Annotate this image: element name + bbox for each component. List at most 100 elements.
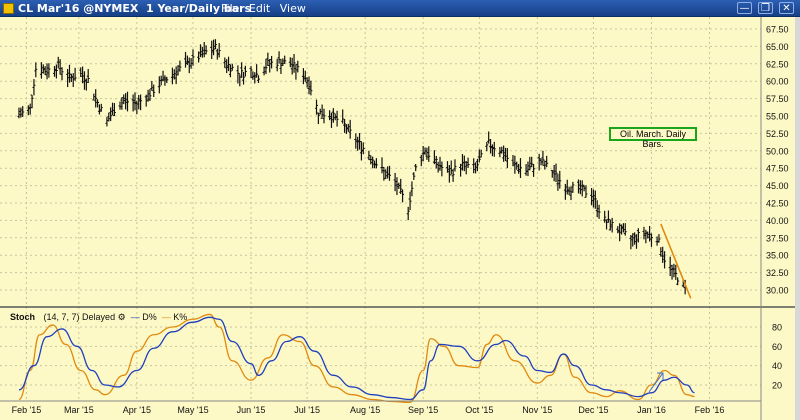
date-tick-label: Feb '15 — [12, 405, 42, 415]
price-bar — [292, 53, 296, 73]
price-bar — [408, 191, 412, 211]
price-bar — [528, 156, 532, 171]
price-bar — [71, 73, 75, 87]
price-bar — [380, 157, 384, 174]
price-bar — [82, 71, 86, 90]
price-bar — [243, 65, 247, 77]
stoch-legend[interactable]: Stoch (14, 7, 7) Delayed ⚙ — D% — K% — [10, 312, 187, 323]
price-bar — [421, 145, 425, 162]
trendline-segment[interactable] — [660, 223, 692, 299]
price-bar — [279, 59, 283, 74]
minimize-button[interactable]: — — [737, 2, 752, 14]
price-bar — [545, 155, 549, 168]
price-bar — [462, 155, 466, 172]
price-bar — [124, 93, 128, 110]
price-bar — [576, 179, 580, 194]
price-bar — [137, 95, 141, 110]
menu-edit[interactable]: Edit — [248, 2, 271, 15]
price-bar — [204, 45, 208, 55]
price-bar — [69, 73, 73, 82]
date-tick-label: Jan '16 — [637, 405, 666, 415]
price-bar — [359, 141, 363, 161]
legend-k-swatch: — — [161, 312, 171, 322]
legend-d-swatch: — — [130, 312, 140, 322]
price-tick-label: 40.00 — [766, 216, 789, 226]
price-bar — [47, 63, 51, 78]
price-bar — [21, 106, 25, 117]
stoch-d-line — [18, 316, 695, 401]
price-bar — [646, 231, 650, 239]
grid-lines — [0, 17, 761, 401]
price-bar — [425, 147, 429, 160]
price-bar — [172, 69, 176, 80]
price-bar — [54, 64, 58, 79]
price-bar — [500, 146, 504, 154]
price-bar — [603, 210, 607, 223]
price-bar — [107, 112, 111, 122]
price-bar — [526, 161, 530, 177]
price-bar — [593, 190, 597, 209]
price-bar — [329, 112, 333, 128]
chart-area[interactable]: 67.50 65.00 62.50 60.00 57.50 55.00 52.50 50.00… — [0, 17, 795, 420]
right-scrollbar[interactable] — [795, 17, 800, 420]
price-bar — [466, 157, 470, 169]
gear-icon[interactable]: ⚙ — [117, 312, 126, 322]
price-bar — [56, 56, 60, 69]
price-bar — [315, 99, 319, 115]
annotation-label[interactable]: Oil. March. Daily Bars. — [609, 127, 697, 149]
date-tick-label: Jun '15 — [237, 405, 266, 415]
price-bar — [30, 94, 34, 109]
price-bar — [541, 150, 545, 166]
price-bar — [341, 109, 345, 124]
price-tick-label: 67.50 — [766, 25, 789, 35]
price-bar — [256, 75, 260, 84]
price-bar — [474, 162, 478, 174]
price-bar — [318, 108, 322, 115]
price-bar — [395, 177, 399, 195]
stoch-tick-label: 40 — [772, 361, 782, 371]
price-bar — [157, 76, 161, 94]
price-bar — [268, 59, 272, 73]
price-bar — [608, 219, 612, 231]
arrow-up-icon — [648, 372, 664, 393]
price-bar — [569, 186, 573, 201]
price-bar — [438, 156, 442, 171]
close-button[interactable]: ✕ — [779, 2, 794, 14]
date-tick-label: Nov '15 — [522, 405, 552, 415]
price-bar — [475, 158, 479, 172]
price-bar — [197, 51, 201, 63]
price-bar — [249, 66, 253, 78]
date-tick-label: Dec '15 — [578, 405, 608, 415]
price-bar — [354, 133, 358, 149]
menu-file[interactable]: File — [221, 2, 240, 15]
price-bar — [539, 158, 543, 166]
price-bar — [32, 79, 36, 96]
price-bar — [374, 158, 378, 169]
price-bar — [642, 226, 646, 240]
price-bar — [668, 256, 672, 277]
price-tick-label: 65.00 — [766, 42, 789, 52]
date-tick-label: Mar '15 — [64, 405, 94, 415]
price-bar — [305, 77, 309, 88]
price-bar — [230, 63, 234, 71]
price-bar — [620, 224, 624, 235]
price-tick-label: 32.50 — [766, 268, 789, 278]
price-tick-label: 45.00 — [766, 181, 789, 191]
price-bar — [165, 76, 169, 84]
price-bar — [281, 58, 285, 67]
price-bar — [296, 60, 300, 73]
price-bar — [563, 183, 567, 200]
price-bar — [144, 94, 148, 107]
price-bar — [485, 141, 489, 152]
stoch-tick-label: 20 — [772, 381, 782, 391]
restore-button[interactable]: ❐ — [758, 2, 773, 14]
price-bar — [449, 160, 453, 175]
date-tick-label: Apr '15 — [123, 405, 151, 415]
price-bar — [447, 165, 451, 183]
price-bar — [79, 67, 83, 77]
price-bar — [109, 107, 113, 122]
price-bar — [571, 181, 575, 193]
menu-view[interactable]: View — [279, 2, 306, 15]
price-bar — [238, 73, 242, 87]
stoch-title: Stoch — [10, 312, 36, 322]
